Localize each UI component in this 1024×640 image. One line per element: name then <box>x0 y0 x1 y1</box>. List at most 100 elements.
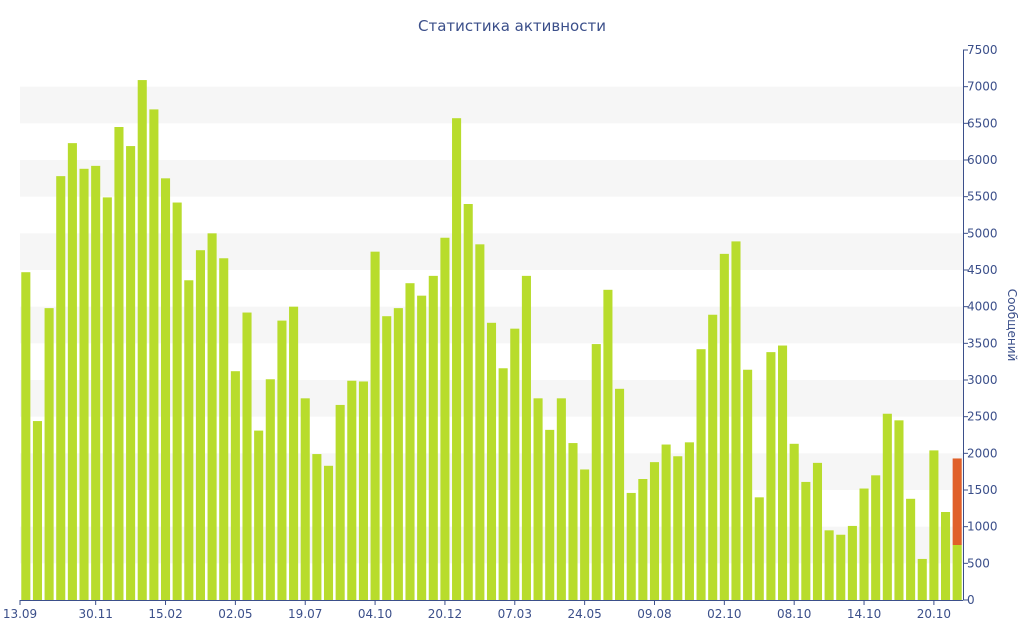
bar <box>172 202 182 601</box>
grid-band <box>20 86 963 124</box>
bar <box>265 379 275 600</box>
bar <box>812 462 823 600</box>
x-tick-label: 20.10 <box>917 607 951 621</box>
bar <box>405 283 415 600</box>
bar <box>940 512 951 600</box>
bar <box>568 443 578 600</box>
x-tick-label: 30.11 <box>78 607 112 621</box>
x-tick-label: 04.10 <box>358 607 392 621</box>
bar <box>824 530 834 600</box>
bar-highlight <box>952 458 962 545</box>
bar <box>160 178 171 601</box>
bar <box>207 233 217 601</box>
bar <box>149 109 159 601</box>
bar <box>661 444 671 600</box>
bar <box>929 450 939 600</box>
bar <box>219 258 229 600</box>
bar <box>789 443 799 600</box>
bar <box>673 456 683 600</box>
bar <box>289 306 299 600</box>
bar <box>32 421 43 600</box>
bar <box>649 462 660 600</box>
x-tick-label: 15.02 <box>148 607 182 621</box>
bar <box>754 497 764 600</box>
bar <box>393 308 403 600</box>
y-tick-label: 7000 <box>967 80 998 94</box>
bar <box>300 398 310 600</box>
bar <box>428 275 438 600</box>
bar <box>67 143 77 600</box>
bar <box>312 454 322 600</box>
x-tick-label: 14.10 <box>847 607 881 621</box>
y-tick-label: 5500 <box>967 190 998 204</box>
bar <box>545 429 555 600</box>
y-tick-label: 3000 <box>967 373 998 387</box>
bar <box>603 289 613 600</box>
grid-band <box>20 160 963 197</box>
bar <box>79 168 89 601</box>
bar <box>417 295 427 600</box>
bar <box>102 197 112 600</box>
x-tick-label: 02.05 <box>218 607 252 621</box>
bar <box>684 442 694 600</box>
bar <box>114 127 124 600</box>
y-tick-label: 5000 <box>967 226 998 240</box>
x-tick-label: 19.07 <box>288 607 322 621</box>
bar <box>382 316 392 600</box>
y-tick-label: 500 <box>967 556 990 570</box>
bar <box>195 250 205 600</box>
x-tick-label: 09.08 <box>637 607 671 621</box>
bar <box>743 369 753 600</box>
bar <box>952 545 962 600</box>
y-tick-label: 1000 <box>967 520 998 534</box>
bar <box>277 320 287 600</box>
bar <box>510 328 520 600</box>
bar <box>126 146 136 601</box>
bar <box>44 308 54 600</box>
y-tick-label: 2500 <box>967 410 998 424</box>
bar <box>731 241 741 600</box>
bar <box>486 322 497 600</box>
bar <box>475 244 485 601</box>
x-tick-label: 07.03 <box>498 607 532 621</box>
x-tick-label: 20.12 <box>428 607 462 621</box>
y-tick-label: 2000 <box>967 446 998 460</box>
x-tick-label: 13.09 <box>3 607 37 621</box>
bar <box>347 380 357 600</box>
bar <box>498 368 508 600</box>
y-axis-label: Сообщений <box>1005 289 1019 362</box>
bar <box>184 280 194 600</box>
bar <box>615 388 625 600</box>
y-tick-label: 4000 <box>967 300 998 314</box>
y-tick-label: 7500 <box>967 43 998 57</box>
bar <box>521 275 531 600</box>
bar <box>906 498 916 600</box>
chart-title: Статистика активности <box>418 17 606 35</box>
x-tick-label: 24.05 <box>567 607 601 621</box>
bar <box>335 404 345 600</box>
bar <box>21 272 31 600</box>
bar <box>882 413 892 600</box>
bar <box>452 118 462 600</box>
bar <box>847 525 857 600</box>
x-tick-label: 08.10 <box>777 607 811 621</box>
bar <box>871 475 881 600</box>
y-tick-label: 6500 <box>967 116 998 130</box>
y-tick-label: 6000 <box>967 153 998 167</box>
bar <box>556 398 566 600</box>
bar <box>440 237 450 600</box>
bar <box>859 488 869 600</box>
bar <box>638 479 648 600</box>
bar <box>778 345 788 600</box>
bars-group <box>21 80 962 601</box>
bar <box>254 430 264 600</box>
bar <box>370 251 380 600</box>
y-tick-label: 1500 <box>967 483 998 497</box>
bar <box>580 469 590 600</box>
y-tick-label: 3500 <box>967 336 998 350</box>
bar <box>917 558 927 600</box>
y-tick-label: 4500 <box>967 263 998 277</box>
axes-group: 0 500 1000 1500 2000 2500 3000 3500 4000 4500 5000… <box>3 43 998 621</box>
bar <box>696 349 706 600</box>
